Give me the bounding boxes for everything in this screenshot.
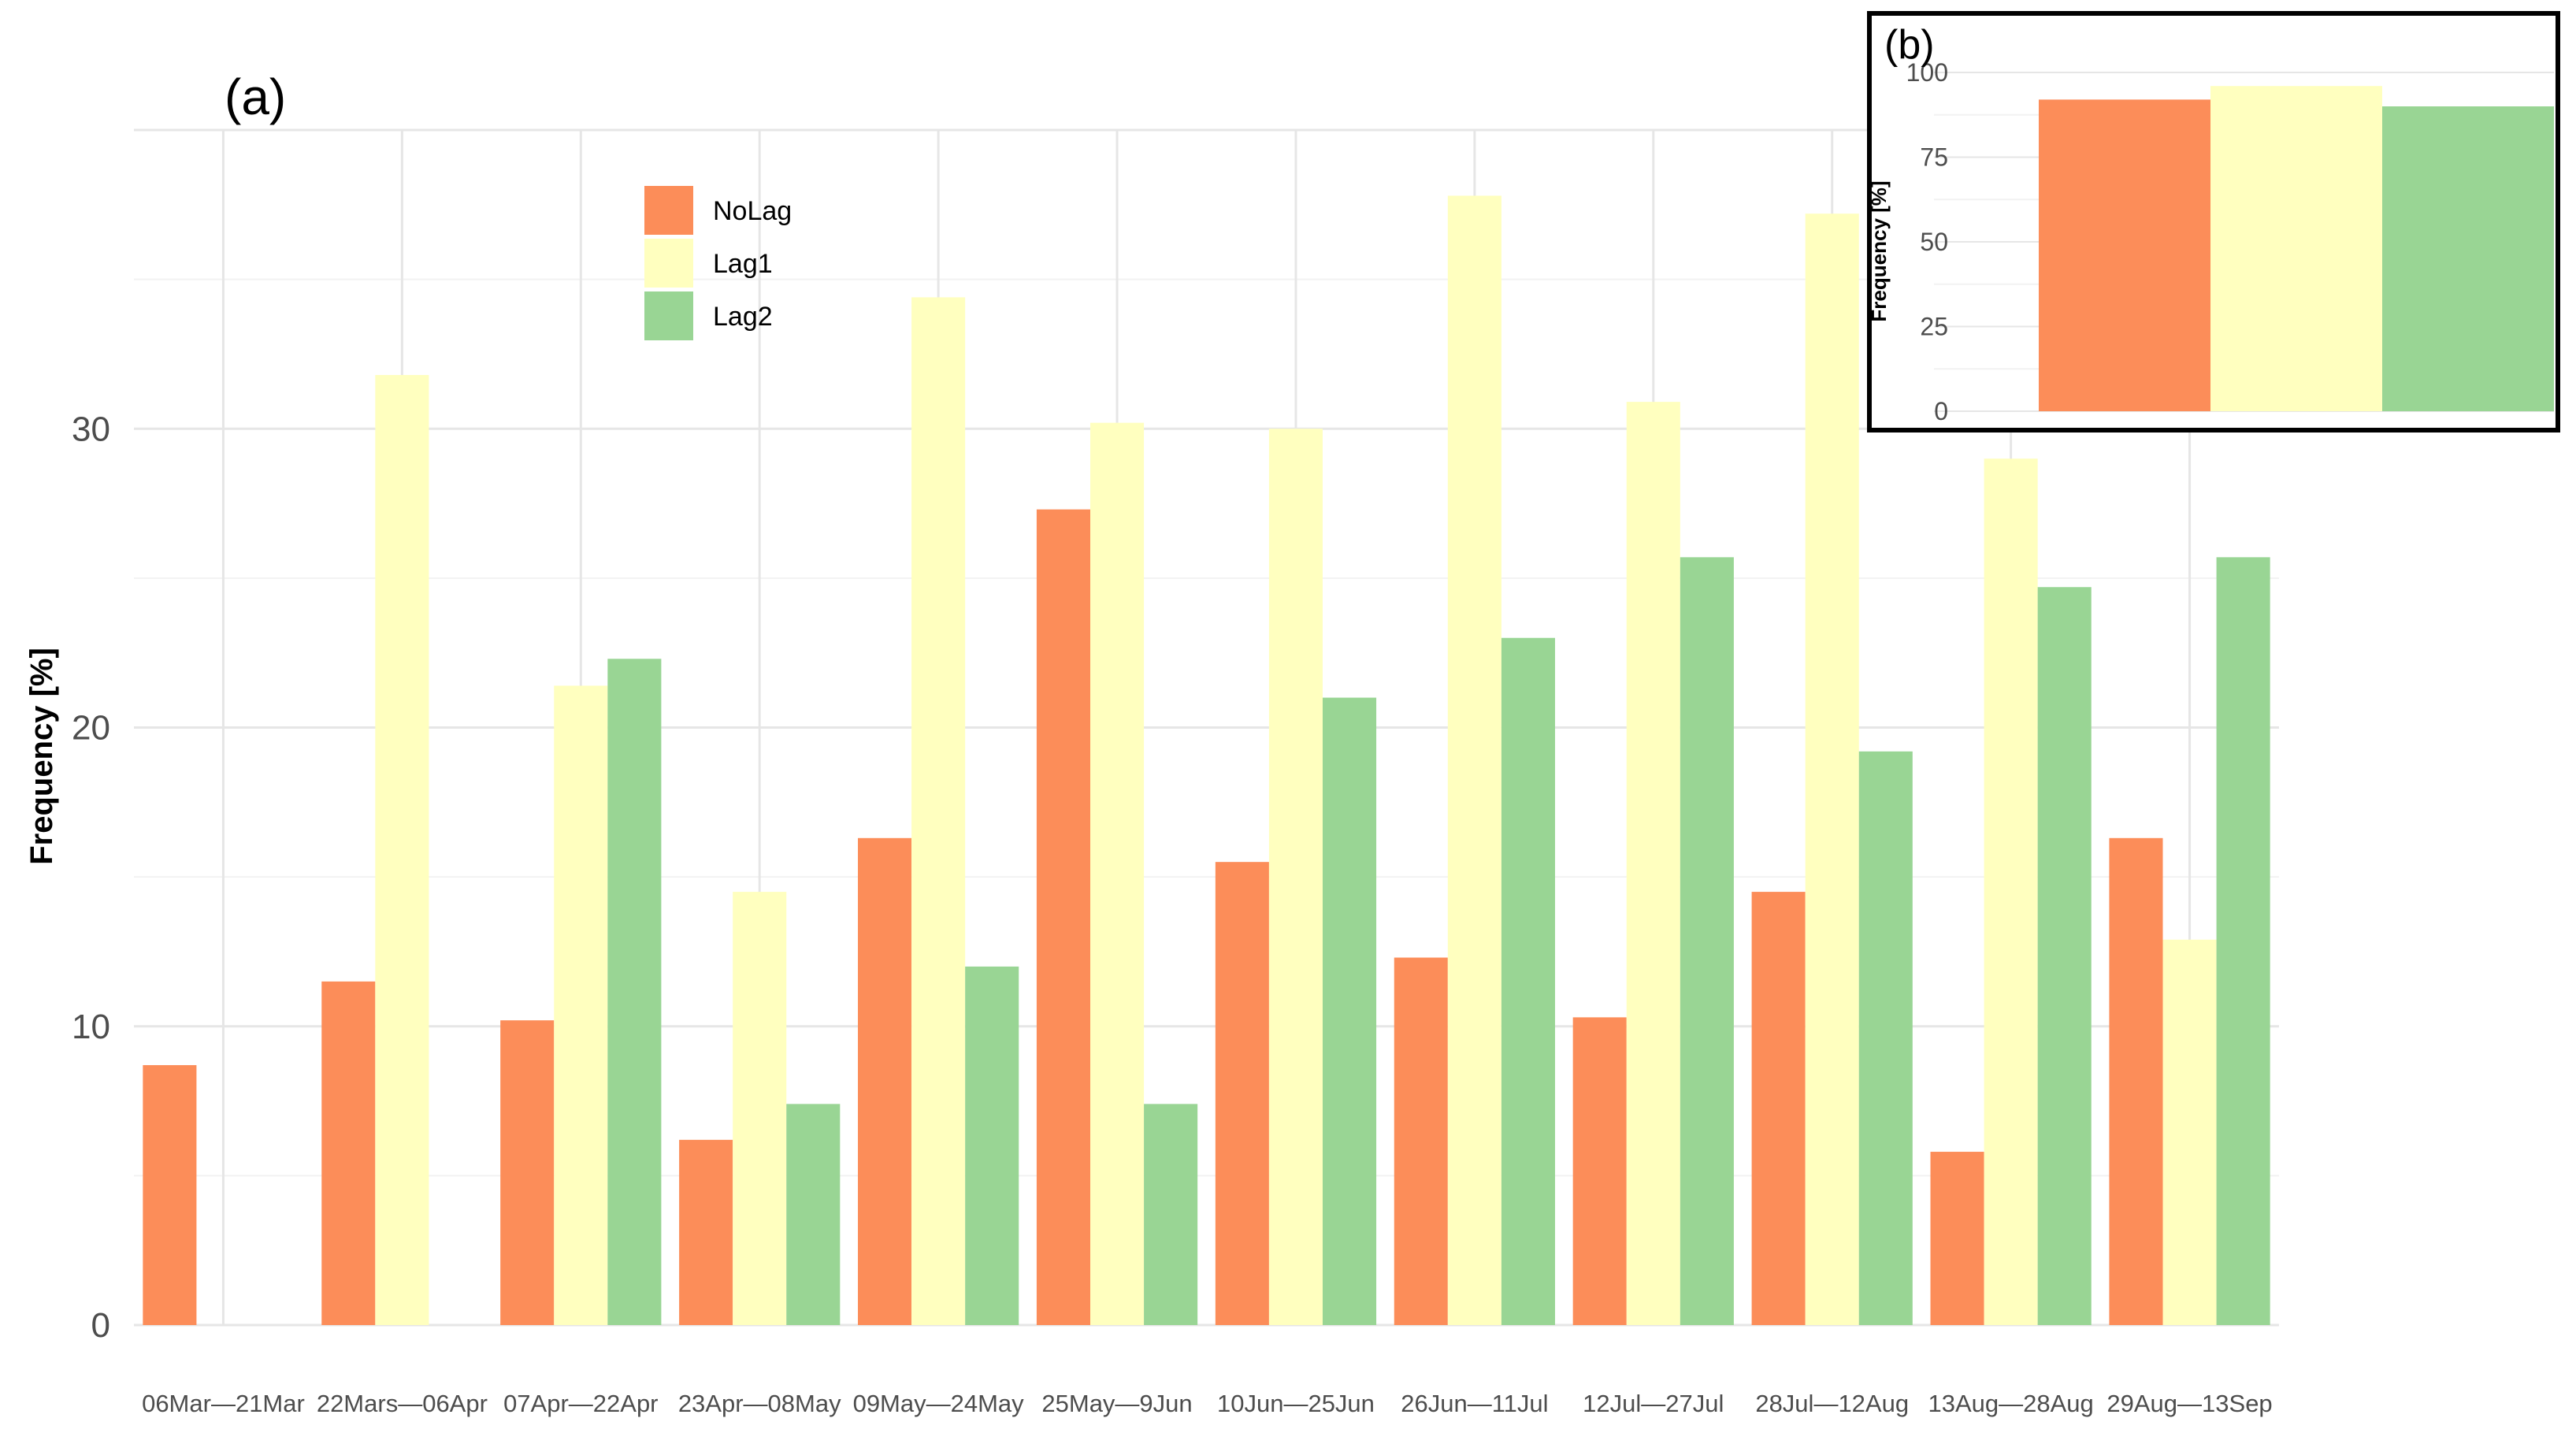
bar-nolag-11	[2109, 837, 2163, 1325]
bar-nolag-0	[143, 1065, 197, 1325]
bar-nolag-1	[321, 981, 376, 1325]
inset-y-tick-label: 100	[1906, 58, 1948, 87]
bar-lag1-2	[554, 685, 608, 1325]
x-tick-label: 10Jun—25Jun	[1217, 1390, 1375, 1417]
bar-nolag-3	[679, 1139, 733, 1325]
bar-nolag-5	[1036, 509, 1091, 1326]
main-y-axis-label: Frequency [%]	[24, 648, 59, 865]
y-tick-label: 0	[91, 1306, 110, 1345]
bar-lag1-9	[1805, 213, 1859, 1326]
bar-lag2-5	[1144, 1104, 1198, 1325]
bar-lag1-7	[1447, 195, 1501, 1325]
x-tick-label: 29Aug—13Sep	[2106, 1390, 2272, 1417]
panel-label-b: (b)	[1884, 22, 1935, 68]
bar-nolag-6	[1215, 862, 1269, 1325]
inset-y-tick-labels: 0 25 50 75 100	[1906, 58, 1948, 425]
main-y-tick-labels: 0 10 20 30	[72, 410, 110, 1345]
bar-nolag-4	[858, 837, 912, 1325]
legend-swatch-nolag	[644, 186, 693, 235]
bar-lag2-11	[2216, 557, 2270, 1325]
bar-lag1-10	[1984, 458, 2038, 1325]
bar-lag1-11	[2162, 939, 2217, 1325]
bar-lag2-4	[965, 966, 1019, 1325]
bar-lag2-9	[1858, 751, 1913, 1325]
x-tick-label: 26Jun—11Jul	[1401, 1390, 1548, 1417]
bar-lag1-3	[733, 892, 787, 1325]
bar-nolag-10	[1930, 1152, 1984, 1325]
bar-lag1-5	[1090, 422, 1145, 1325]
y-tick-label: 30	[72, 410, 110, 448]
legend-swatch-lag1	[644, 239, 693, 288]
x-tick-label: 28Jul—12Aug	[1755, 1390, 1909, 1417]
bar-lag2-2	[607, 659, 662, 1325]
inset-bar-lag2	[2382, 106, 2554, 411]
inset-y-tick-label: 75	[1920, 143, 1948, 172]
bar-lag1-8	[1626, 402, 1680, 1326]
y-tick-label: 10	[72, 1008, 110, 1046]
bar-lag1-4	[911, 297, 966, 1325]
bar-lag1-6	[1268, 429, 1323, 1325]
legend-label-nolag: NoLag	[713, 196, 792, 226]
bar-nolag-8	[1572, 1017, 1627, 1325]
main-bar-chart: 0 10 20 30 06Mar—21Mar 22Mars—06Apr 07Apr—22A…	[24, 69, 2279, 1417]
inset-bars	[2039, 86, 2554, 412]
x-tick-label: 22Mars—06Apr	[317, 1390, 488, 1417]
bar-lag2-6	[1322, 697, 1377, 1325]
inset-bar-lag1	[2210, 86, 2382, 411]
bar-lag1-1	[375, 374, 429, 1325]
x-tick-label: 07Apr—22Apr	[503, 1390, 658, 1417]
bar-nolag-7	[1394, 957, 1448, 1325]
inset-y-tick-label: 0	[1934, 397, 1948, 425]
legend-label-lag1: Lag1	[713, 249, 773, 279]
bar-nolag-2	[500, 1020, 555, 1325]
bar-lag2-7	[1501, 637, 1555, 1325]
bar-lag2-3	[786, 1104, 841, 1325]
x-tick-label: 13Aug—28Aug	[1928, 1390, 2093, 1417]
y-tick-label: 20	[72, 709, 110, 748]
inset-bar-nolag	[2039, 99, 2210, 412]
bar-lag2-8	[1680, 557, 1734, 1325]
bar-nolag-9	[1751, 892, 1806, 1325]
legend-label-lag2: Lag2	[713, 302, 773, 332]
x-tick-label: 12Jul—27Jul	[1583, 1390, 1724, 1417]
x-tick-label: 25May—9Jun	[1041, 1390, 1192, 1417]
main-bars	[143, 195, 2270, 1326]
inset-y-tick-label: 25	[1920, 313, 1948, 341]
inset-bar-chart: 0 25 50 75 100 (b) Frequency [%]	[1867, 11, 2560, 432]
panel-label-a: (a)	[225, 69, 286, 125]
x-tick-label: 23Apr—08May	[678, 1390, 841, 1417]
inset-y-tick-label: 50	[1920, 228, 1948, 256]
legend-swatch-lag2	[644, 291, 693, 340]
bar-lag2-10	[2037, 587, 2092, 1325]
x-tick-label: 06Mar—21Mar	[142, 1390, 305, 1417]
x-tick-label: 09May—24May	[853, 1390, 1025, 1417]
legend: NoLag Lag1 Lag2	[644, 186, 792, 340]
main-x-tick-labels: 06Mar—21Mar 22Mars—06Apr 07Apr—22Apr 23Apr—…	[142, 1390, 2273, 1417]
inset-y-axis-label: Frequency [%]	[1867, 180, 1891, 321]
